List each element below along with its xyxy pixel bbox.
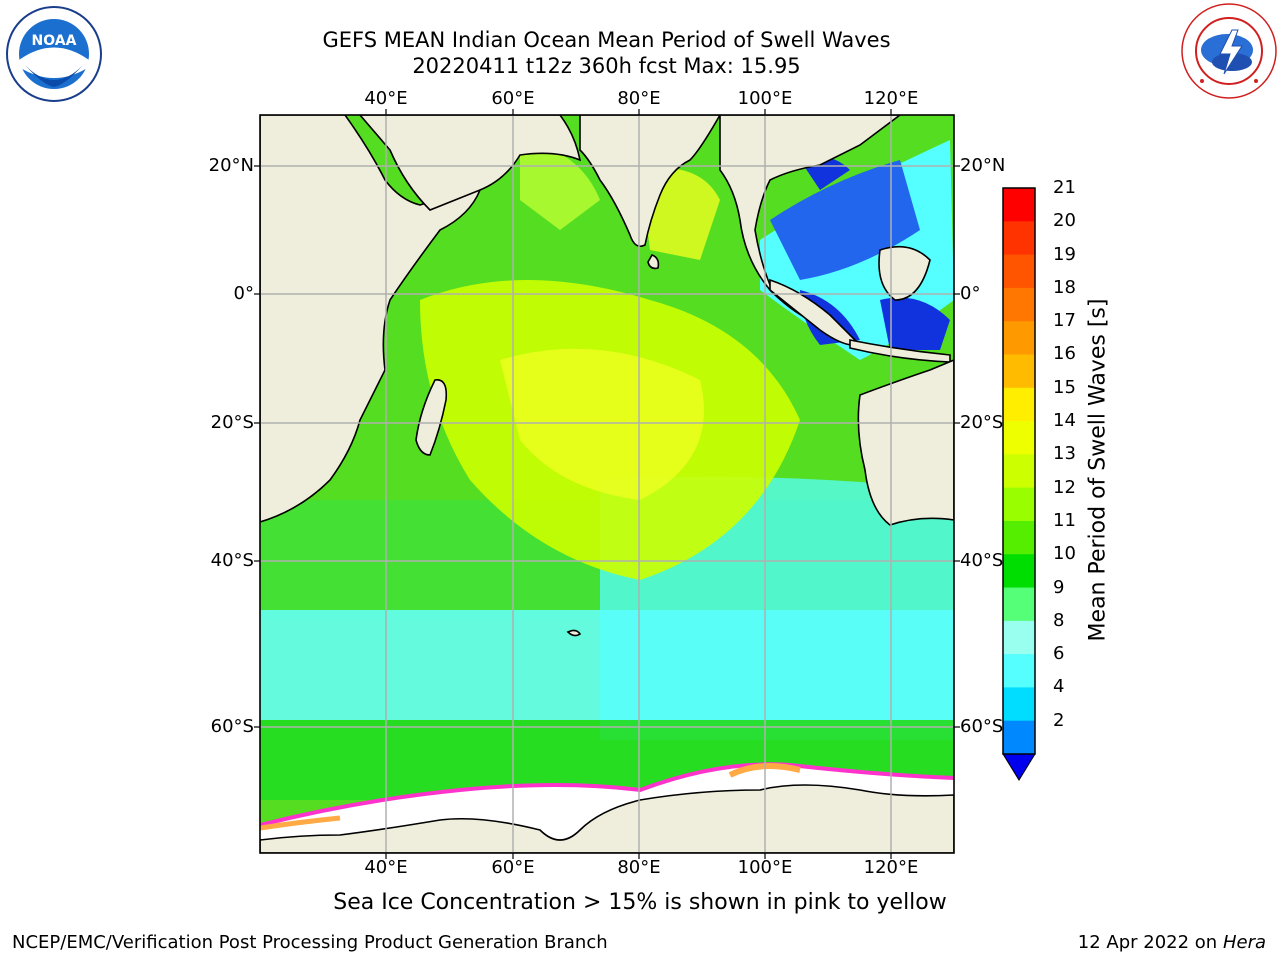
colorbar-tick-label: 13	[1053, 443, 1076, 465]
colorbar-segment	[1003, 254, 1035, 289]
lon-label-bottom-40e: 40°E	[364, 857, 408, 878]
chart-title: GEFS MEAN Indian Ocean Mean Period of Sw…	[322, 28, 891, 52]
lon-label-bottom-100e: 100°E	[737, 857, 793, 878]
sea-ice-note: Sea Ice Concentration > 15% is shown in …	[333, 890, 947, 915]
chart-subtitle: 20220411 t12z 360h fcst Max: 15.95	[412, 54, 801, 78]
colorbar-tick-label: 14	[1053, 410, 1076, 432]
lon-label-top-80e: 80°E	[617, 88, 661, 109]
lat-label-left-40s: 40°S	[210, 550, 254, 571]
colorbar-tick-label: 21	[1053, 177, 1076, 198]
colorbar-tick-label: 4	[1053, 676, 1065, 698]
colorbar-segment	[1003, 487, 1035, 522]
colorbar-segment	[1003, 221, 1035, 256]
colorbar-tick-label: 12	[1053, 476, 1076, 498]
colorbar-tick-label: 11	[1053, 509, 1076, 531]
lat-label-left-0: 0°	[233, 283, 254, 304]
lat-label-right-20n: 20°N	[960, 155, 1006, 176]
landmass	[260, 115, 954, 853]
lat-label-left-60s: 60°S	[210, 716, 254, 737]
footer-date-text: 12 Apr 2022 on	[1077, 932, 1223, 953]
lat-label-left-20s: 20°S	[210, 412, 254, 433]
lon-label-top-100e: 100°E	[737, 88, 793, 109]
colorbar-tick-label: 8	[1053, 609, 1065, 631]
colorbar	[1002, 187, 1036, 781]
footer-credit: NCEP/EMC/Verification Post Processing Pr…	[12, 932, 608, 953]
colorbar-tick-label: 6	[1053, 643, 1065, 665]
colorbar-segment	[1003, 654, 1035, 688]
gridlines	[260, 115, 954, 853]
colorbar-segment	[1003, 387, 1035, 422]
lat-label-right-40s: 40°S	[960, 550, 1004, 571]
colorbar-segment	[1003, 587, 1035, 622]
colorbar-tick-label: 20	[1053, 210, 1076, 232]
colorbar-segment	[1003, 421, 1035, 455]
noaa-logo: NOAA	[6, 6, 102, 102]
lon-label-top-40e: 40°E	[364, 88, 408, 109]
colorbar-segment	[1003, 454, 1035, 489]
colorbar-segment	[1003, 554, 1035, 589]
colorbar-segment	[1003, 287, 1035, 322]
colorbar-tick-label: 15	[1053, 376, 1076, 398]
lon-label-bottom-80e: 80°E	[617, 857, 661, 878]
footer-host: Hera	[1222, 932, 1266, 953]
noaa-logo-text: NOAA	[32, 33, 77, 49]
lat-label-left-20n: 20°N	[208, 155, 254, 176]
colorbar-tick-label: 2	[1053, 709, 1065, 731]
colorbar-segment	[1003, 720, 1035, 755]
colorbar-title: Mean Period of Swell Waves [s]	[1085, 298, 1111, 642]
colorbar-tick-label: 19	[1053, 243, 1076, 265]
lat-label-right-60s: 60°S	[960, 716, 1004, 737]
lon-label-top-120e: 120°E	[863, 88, 919, 109]
footer-date: 12 Apr 2022 on Hera	[1078, 932, 1266, 953]
colorbar-extend-arrow	[1002, 753, 1036, 781]
colorbar-tick-label: 16	[1053, 343, 1076, 365]
colorbar-segment	[1003, 620, 1035, 655]
nws-logo	[1181, 3, 1277, 99]
lon-label-bottom-120e: 120°E	[863, 857, 919, 878]
lat-label-right-20s: 20°S	[960, 412, 1004, 433]
colorbar-segment	[1003, 321, 1035, 355]
colorbar-tick-label: 9	[1053, 576, 1065, 598]
lon-label-top-60e: 60°E	[491, 88, 535, 109]
colorbar-segment	[1003, 687, 1035, 722]
colorbar-tick-label: 10	[1053, 543, 1076, 565]
colorbar-tick-label: 18	[1053, 276, 1076, 298]
colorbar-tick-label: 17	[1053, 310, 1076, 332]
colorbar-segment	[1003, 354, 1035, 389]
lat-label-right-0: 0°	[960, 283, 981, 304]
colorbar-segment	[1003, 188, 1035, 222]
colorbar-segment	[1003, 520, 1035, 555]
lon-label-bottom-60e: 60°E	[491, 857, 535, 878]
